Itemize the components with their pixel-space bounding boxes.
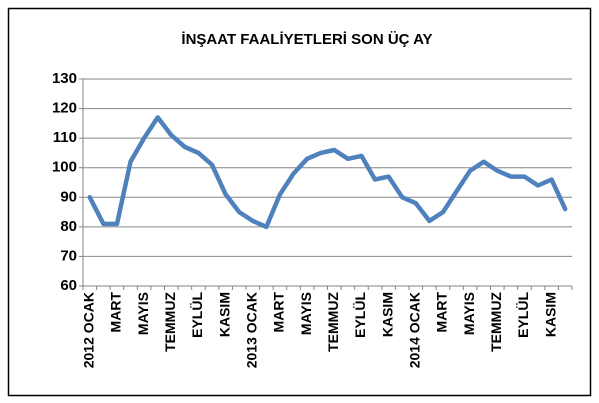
x-tick-label: MAYIS <box>135 292 151 335</box>
data-line <box>87 115 568 230</box>
x-tick-label: MART <box>434 292 450 333</box>
y-tick-label: 110 <box>53 129 77 146</box>
chart-frame <box>7 7 592 397</box>
x-tick-label: MART <box>271 292 287 333</box>
y-tick-label: 60 <box>60 277 77 294</box>
x-tick-label: 2012 OCAK <box>80 292 96 368</box>
y-tick-label: 130 <box>52 70 77 87</box>
x-tick-label: KASIM <box>542 292 558 337</box>
x-tick-label: 2014 OCAK <box>406 292 422 368</box>
y-tick-label: 80 <box>60 218 77 235</box>
chart-title: İNŞAAT FAALİYETLERİ SON ÜÇ AY <box>181 31 432 48</box>
x-tick-label: 2013 OCAK <box>243 292 259 368</box>
y-tick-label: 120 <box>52 100 77 117</box>
x-tick-label: MAYIS <box>461 292 477 335</box>
x-tick-label: TEMMUZ <box>325 292 341 352</box>
x-tick-label: KASIM <box>379 292 395 337</box>
x-tick-label: TEMMUZ <box>488 292 504 352</box>
y-tick-label: 90 <box>60 188 77 205</box>
y-tick-label: 70 <box>60 247 77 264</box>
x-tick-label: TEMMUZ <box>162 292 178 352</box>
x-tick-label: EYLÜL <box>352 292 368 338</box>
x-tick-label: MART <box>108 292 124 333</box>
x-tick-label: MAYIS <box>298 292 314 335</box>
x-tick-label: EYLÜL <box>189 292 205 338</box>
x-tick-label: KASIM <box>216 292 232 337</box>
x-tick-label: EYLÜL <box>515 292 531 338</box>
y-tick-label: 100 <box>52 159 77 176</box>
